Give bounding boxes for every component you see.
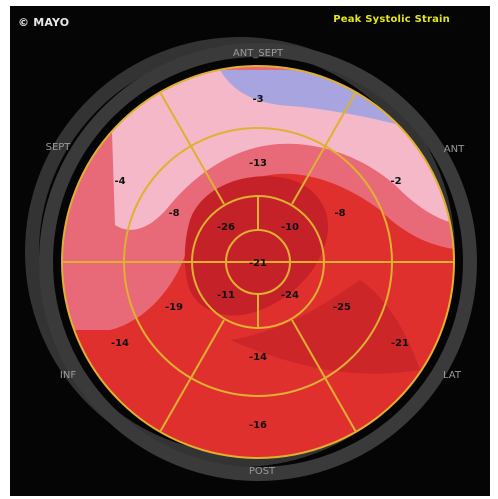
wall-label-post: POST [249,466,276,477]
segment-mid-lateral-value: -25 [333,302,351,313]
segment-basal-inferior-value: -14 [111,338,129,349]
segment-mid-inferior-value: -19 [165,302,183,313]
plot-title: Peak Systolic Strain [333,14,450,25]
wall-label-lat: LAT [443,370,462,381]
segment-apical-anterior-value: -10 [281,222,299,233]
wall-label-sept: SEPT [46,142,72,153]
segment-basal-septal-value: -4 [114,176,125,187]
segment-basal-posterior-value: -16 [249,420,267,431]
segment-apical-inferior-value: -11 [217,290,235,301]
segment-mid-anterior-value: -8 [334,208,345,219]
segment-apex-value: -21 [249,258,267,269]
segment-mid-posterior-value: -14 [249,352,267,363]
wall-label-ant: ANT [444,144,465,155]
strain-peak-region [184,176,329,316]
divider-upper-left [159,91,225,205]
segment-dividers [62,91,454,433]
wall-label-inf: INF [60,370,76,381]
segment-apical-septal-value: -26 [217,222,235,233]
outer-ring [39,43,477,481]
segment-mid-anterior-septal-value: -13 [249,158,267,169]
segment-basal-lateral-value: -21 [391,338,409,349]
segment-apical-lateral-value: -24 [281,290,299,301]
divider-lower-right [291,319,357,433]
wall-label-ant-sept: ANT_SEPT [233,48,284,59]
segment-basal-anterior-value: -2 [390,176,401,187]
divider-upper-right [291,91,357,205]
divider-lower-left [159,319,225,433]
segment-basal-anterior-septal-value: -3 [252,94,263,105]
copyright-label: © MAYO [18,16,70,29]
strain-lateral-region [230,280,420,374]
segment-mid-septal-value: -8 [168,208,179,219]
